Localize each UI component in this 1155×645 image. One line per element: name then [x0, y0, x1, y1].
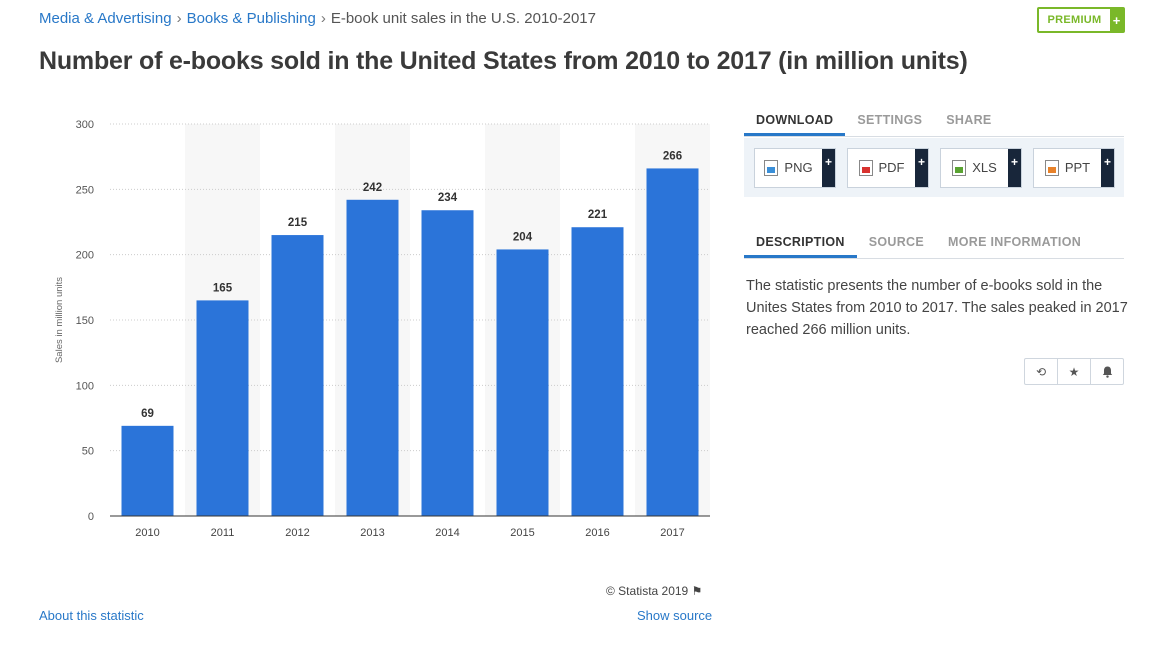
tab-share[interactable]: SHARE: [946, 113, 992, 127]
data-label: 69: [141, 408, 154, 420]
download-pdf-button[interactable]: PDF +: [847, 147, 929, 188]
bar: [496, 249, 549, 516]
download-tabs: DOWNLOAD SETTINGS SHARE: [744, 109, 1124, 137]
data-label: 242: [363, 182, 382, 194]
description-tabs: DESCRIPTION SOURCE MORE INFORMATION: [744, 231, 1124, 259]
x-tick-label: 2017: [660, 527, 684, 539]
data-label: 221: [588, 209, 608, 221]
y-tick-label: 300: [76, 119, 94, 131]
plus-icon: +: [822, 148, 835, 187]
x-tick-label: 2016: [585, 527, 609, 539]
bar-chart: 0 50 100 150 200 250 300 Sales in million units…: [54, 119, 710, 539]
x-tick-label: 2011: [211, 527, 235, 539]
breadcrumb: Media & Advertising › Books & Publishing › E…: [39, 10, 596, 27]
download-png-label: PNG: [784, 160, 813, 175]
star-icon[interactable]: ★: [1058, 359, 1091, 384]
bar: [121, 425, 174, 516]
y-tick-label: 0: [88, 511, 94, 523]
download-xls-label: XLS: [972, 160, 997, 175]
breadcrumb-separator: ›: [176, 10, 182, 27]
plus-icon: +: [915, 148, 928, 187]
pdf-file-icon: [858, 159, 873, 176]
page-title: Number of e-books sold in the United Sta…: [39, 47, 968, 75]
action-buttons: ⟲ ★: [1024, 358, 1124, 385]
tab-more-information[interactable]: MORE INFORMATION: [948, 235, 1082, 249]
copyright: © Statista 2019 ⚑: [606, 584, 702, 598]
bar: [571, 227, 624, 516]
bar: [421, 210, 474, 516]
tab-description[interactable]: DESCRIPTION: [744, 231, 857, 258]
tab-settings[interactable]: SETTINGS: [857, 113, 923, 127]
tab-download[interactable]: DOWNLOAD: [744, 109, 846, 136]
breadcrumb-current: E-book unit sales in the U.S. 2010-2017: [330, 10, 596, 27]
bar: [346, 199, 399, 516]
y-tick-label: 100: [76, 380, 94, 392]
bar: [196, 300, 249, 516]
description-text: The statistic presents the number of e-b…: [746, 278, 1128, 338]
breadcrumb-link-books-publishing[interactable]: Books & Publishing: [186, 10, 316, 27]
plus-icon: +: [1101, 148, 1114, 187]
premium-button[interactable]: PREMIUM +: [1037, 7, 1125, 33]
download-ppt-label: PPT: [1064, 160, 1091, 175]
bar: [271, 235, 324, 517]
ppt-file-icon: [1044, 159, 1059, 176]
bar: [646, 168, 699, 516]
show-source-link[interactable]: Show source: [637, 608, 713, 623]
x-tick-label: 2014: [435, 527, 459, 539]
y-tick-label: 150: [76, 315, 94, 327]
breadcrumb-link-media-advertising[interactable]: Media & Advertising: [39, 10, 172, 27]
history-icon[interactable]: ⟲: [1025, 359, 1058, 384]
data-label: 215: [288, 217, 308, 229]
download-xls-button[interactable]: XLS +: [940, 147, 1022, 188]
about-statistic-link[interactable]: About this statistic: [39, 608, 144, 623]
x-tick-label: 2013: [360, 527, 384, 539]
y-tick-label: 250: [76, 184, 94, 196]
premium-plus-icon: +: [1110, 9, 1123, 31]
premium-label: PREMIUM: [1047, 14, 1102, 26]
xls-file-icon: [952, 159, 967, 176]
data-label: 266: [663, 150, 682, 162]
data-label: 234: [438, 192, 458, 204]
plus-icon: +: [1008, 148, 1021, 187]
download-panel: PNG + PDF + XLS + PPT +: [744, 138, 1124, 197]
download-png-button[interactable]: PNG +: [754, 147, 836, 188]
download-ppt-button[interactable]: PPT +: [1033, 147, 1115, 188]
png-file-icon: [764, 159, 779, 176]
data-label: 165: [213, 282, 233, 294]
bell-icon[interactable]: [1091, 359, 1123, 384]
y-tick-label: 50: [82, 446, 94, 458]
flag-icon[interactable]: ⚑: [691, 584, 703, 598]
copyright-text: © Statista 2019: [606, 584, 689, 598]
y-axis-label: Sales in million units: [54, 277, 65, 363]
x-tick-label: 2010: [135, 527, 159, 539]
download-pdf-label: PDF: [878, 160, 905, 175]
breadcrumb-separator: ›: [320, 10, 326, 27]
x-tick-label: 2012: [285, 527, 309, 539]
x-tick-label: 2015: [510, 527, 534, 539]
tab-source[interactable]: SOURCE: [868, 235, 925, 249]
y-tick-label: 200: [76, 250, 94, 262]
data-label: 204: [513, 231, 533, 243]
